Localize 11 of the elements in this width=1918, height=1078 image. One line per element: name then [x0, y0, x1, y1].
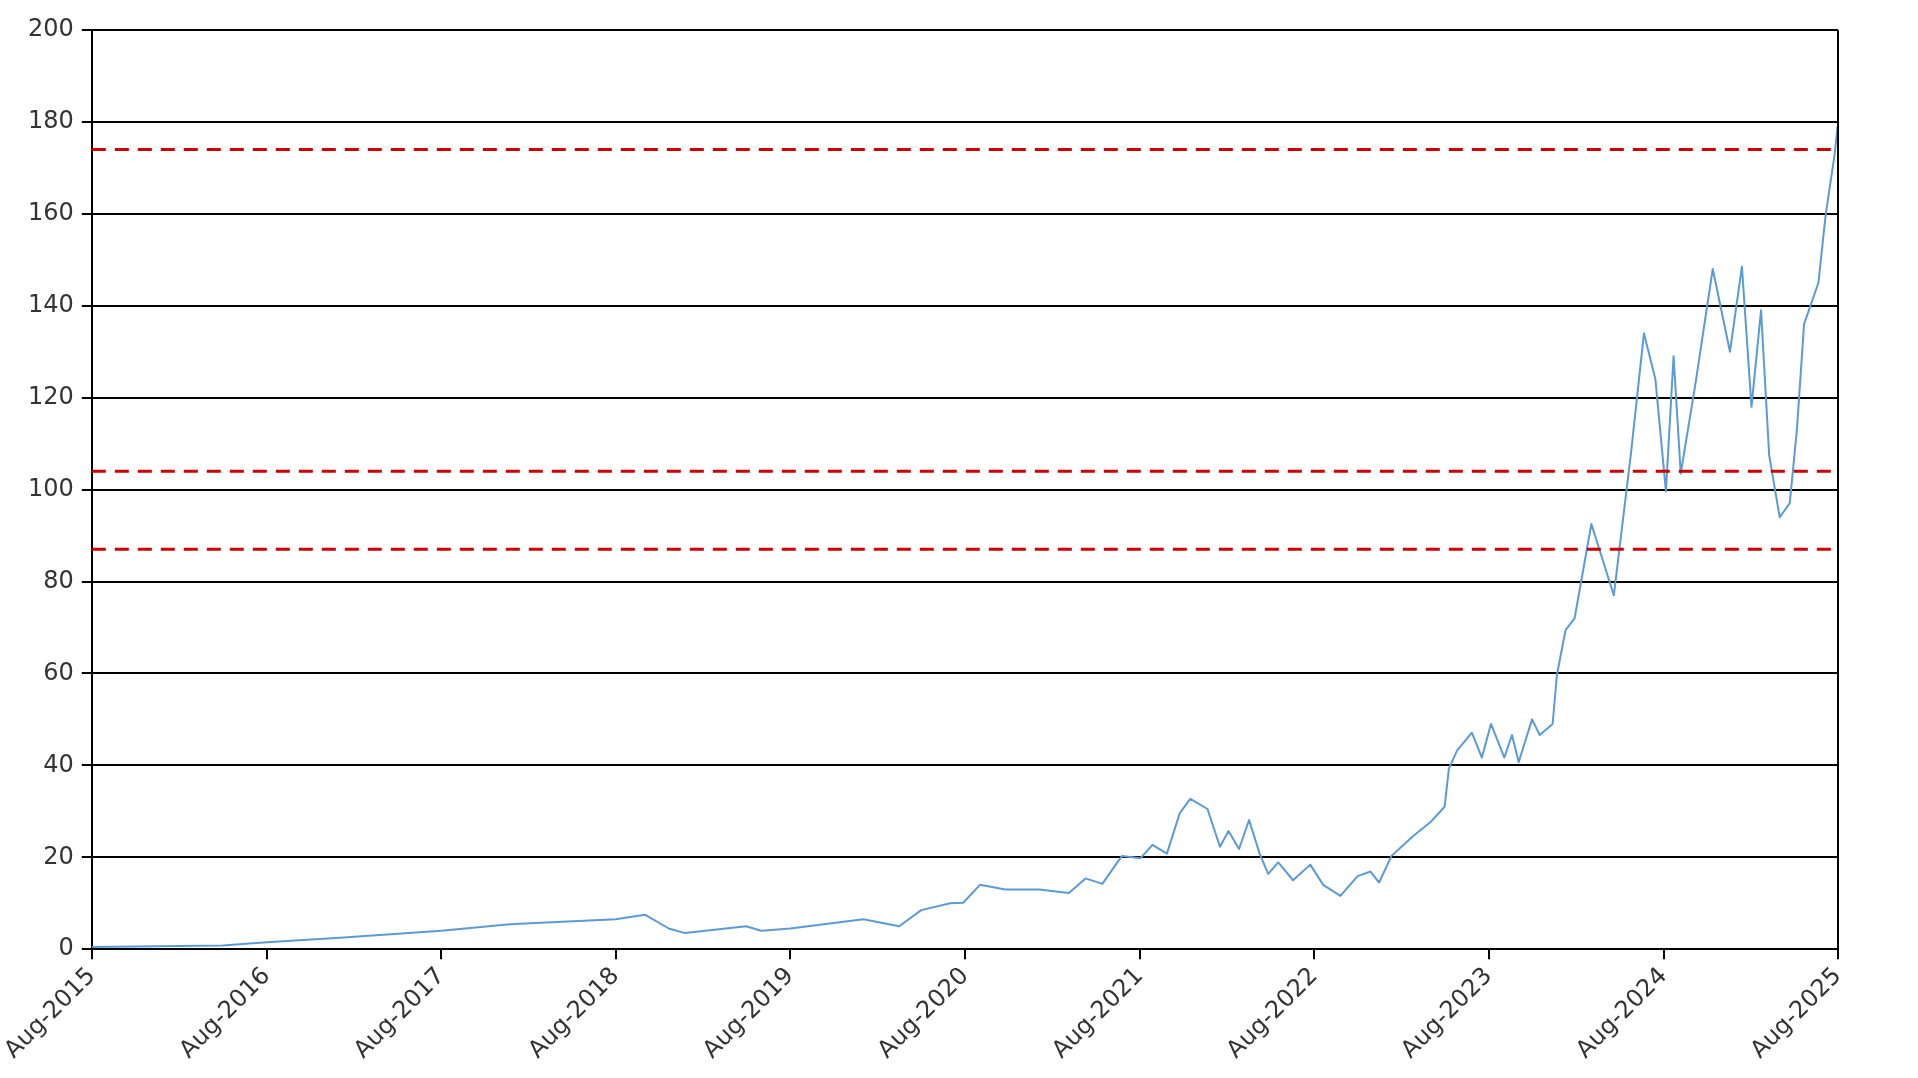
- y-tick-label: 140: [28, 289, 74, 318]
- y-tick-label: 160: [28, 198, 74, 227]
- y-tick-label: 40: [43, 749, 74, 778]
- y-tick-label: 120: [28, 381, 74, 410]
- y-tick-label: 80: [43, 565, 74, 594]
- y-tick-label: 20: [43, 841, 74, 870]
- y-tick-label: 0: [58, 933, 74, 962]
- y-tick-label: 180: [28, 106, 74, 135]
- y-tick-label: 200: [28, 14, 74, 43]
- y-tick-label: 100: [28, 473, 74, 502]
- y-tick-label: 60: [43, 657, 74, 686]
